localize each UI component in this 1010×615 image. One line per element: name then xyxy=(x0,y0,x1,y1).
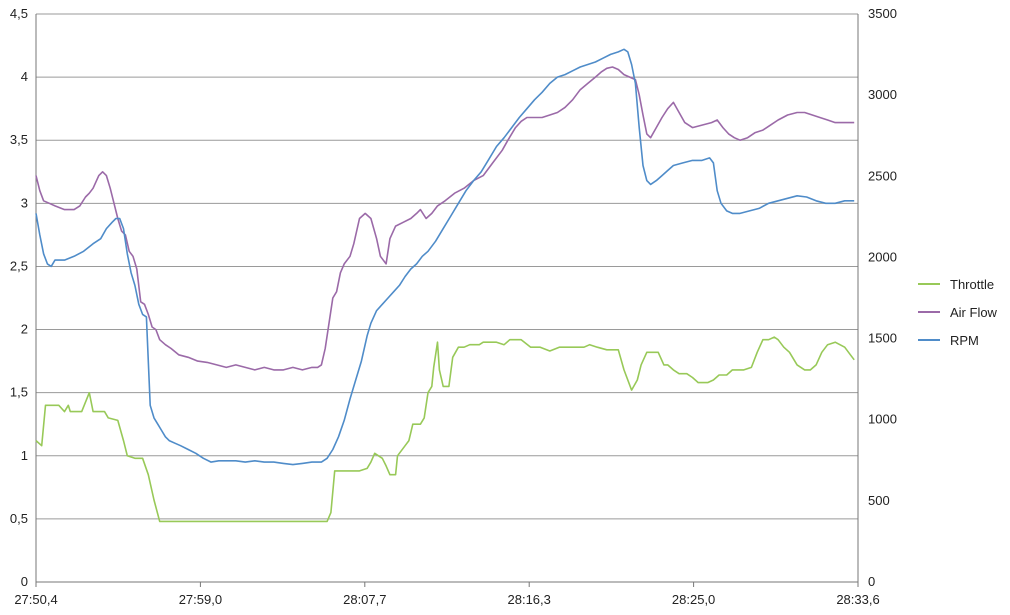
legend: Throttle Air Flow RPM xyxy=(918,270,1008,354)
legend-swatch-air-flow xyxy=(918,311,940,313)
left-y-tick-label: 4,5 xyxy=(10,6,28,21)
left-y-tick-label: 1,5 xyxy=(10,385,28,400)
legend-swatch-throttle xyxy=(918,283,940,285)
left-y-tick-label: 3,5 xyxy=(10,132,28,147)
right-y-tick-label: 0 xyxy=(868,574,875,589)
gridlines xyxy=(36,13,858,520)
left-y-tick-label: 0 xyxy=(21,574,28,589)
x-tick-label: 28:25,0 xyxy=(672,592,715,607)
right-y-tick-label: 2000 xyxy=(868,249,897,264)
series-line-throttle xyxy=(35,336,855,523)
left-y-tick-label: 3 xyxy=(21,195,28,210)
left-y-tick-label: 4 xyxy=(21,69,28,84)
right-y-tick-label: 3500 xyxy=(868,6,897,21)
x-tick-label: 28:33,6 xyxy=(836,592,879,607)
right-y-tick-label: 1000 xyxy=(868,412,897,427)
right-y-tick-label: 500 xyxy=(868,493,890,508)
legend-label-throttle: Throttle xyxy=(950,276,995,292)
x-axis-tick-labels: 27:50,4 27:59,0 28:07,7 28:16,3 28:25,0 28:33… xyxy=(14,592,879,607)
x-tick-label: 28:16,3 xyxy=(508,592,551,607)
legend-item-rpm: RPM xyxy=(918,326,1008,354)
left-y-tick-label: 0,5 xyxy=(10,511,28,526)
right-y-tick-label: 1500 xyxy=(868,331,897,346)
axes xyxy=(35,14,859,587)
x-tick-label: 27:59,0 xyxy=(179,592,222,607)
legend-item-air-flow: Air Flow xyxy=(918,298,1008,326)
x-tick-label: 27:50,4 xyxy=(14,592,57,607)
left-y-tick-label: 2,5 xyxy=(10,258,28,273)
right-y-tick-label: 2500 xyxy=(868,168,897,183)
legend-swatch-rpm xyxy=(918,339,940,341)
left-y-tick-label: 2 xyxy=(21,322,28,337)
series-line-air-flow xyxy=(35,66,855,371)
left-y-tick-label: 1 xyxy=(21,448,28,463)
legend-item-throttle: Throttle xyxy=(918,270,1008,298)
left-axis-tick-labels: 0 0,5 1 1,5 2 2,5 3 3,5 4 4,5 xyxy=(10,6,28,589)
right-y-tick-label: 3000 xyxy=(868,87,897,102)
right-axis-tick-labels: 0 500 1000 1500 2000 2500 3000 3500 xyxy=(868,6,897,589)
x-tick-label: 28:07,7 xyxy=(343,592,386,607)
series-lines xyxy=(35,48,855,523)
legend-label-rpm: RPM xyxy=(950,332,979,348)
series-line-rpm xyxy=(35,48,855,466)
legend-label-air-flow: Air Flow xyxy=(950,304,997,320)
